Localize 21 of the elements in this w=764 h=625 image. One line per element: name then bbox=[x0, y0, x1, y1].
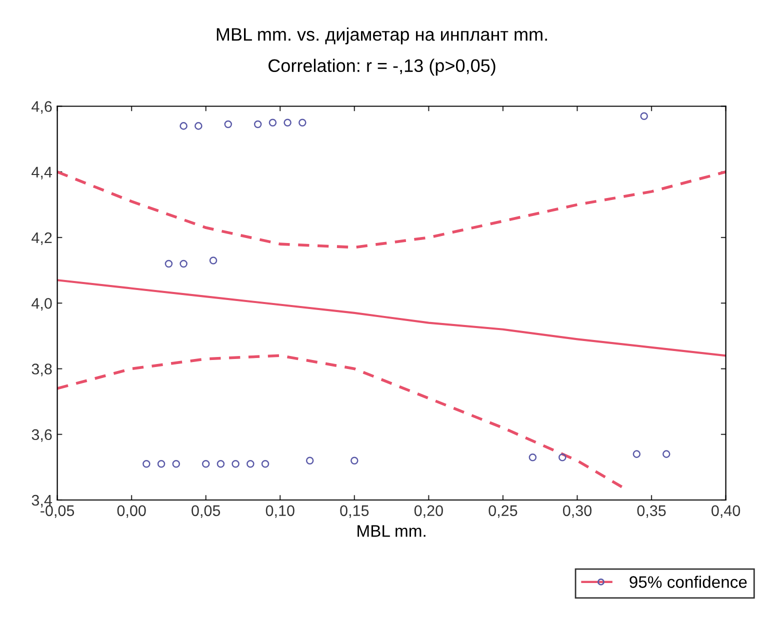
x-tick-label: 0,35 bbox=[637, 505, 666, 518]
x-tick-label: 0,20 bbox=[414, 505, 443, 518]
y-tick-label: 3,8 bbox=[32, 364, 52, 376]
x-axis-title: MBL mm. bbox=[358, 525, 426, 537]
chart-subtitle: Correlation: r = -,13 (p>0,05) bbox=[268, 58, 496, 76]
y-tick-label: 4,4 bbox=[32, 166, 52, 180]
chart-title: MBL mm. vs. дијаметар на инплант mm. bbox=[216, 28, 547, 44]
y-tick-label: 4,6 bbox=[32, 101, 52, 114]
x-tick-label: 0,25 bbox=[488, 505, 518, 518]
x-tick-label: 0,05 bbox=[192, 505, 220, 518]
x-tick-label: 0,00 bbox=[117, 505, 146, 518]
y-tick-label: 3,4 bbox=[32, 494, 52, 508]
x-tick-label: 0,30 bbox=[562, 505, 592, 518]
y-tick-label: 3,6 bbox=[32, 429, 52, 442]
y-tick-label: 4,0 bbox=[32, 298, 52, 311]
legend-label: 95% confidence bbox=[630, 576, 747, 588]
x-tick-label: -0,05 bbox=[40, 505, 74, 518]
y-tick-label: 4,2 bbox=[32, 232, 52, 245]
x-tick-label: 0,10 bbox=[266, 505, 294, 518]
x-tick-label: 0,15 bbox=[340, 505, 369, 518]
x-tick-label: 0,40 bbox=[712, 505, 740, 518]
